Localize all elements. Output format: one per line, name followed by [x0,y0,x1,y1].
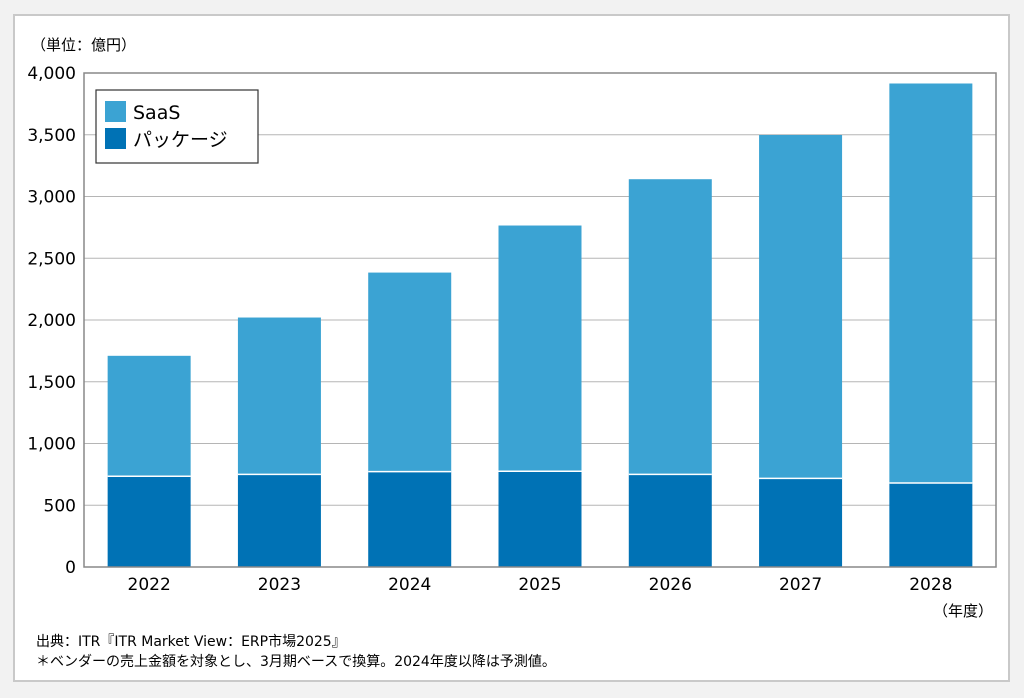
y-axis-unit-label: （単位：億円） [31,36,137,54]
bar-SaaS [889,83,973,484]
y-tick-label: 500 [44,496,76,516]
bar-SaaS [759,134,843,479]
x-tick-label: 2026 [649,575,692,595]
bar-SaaS [107,355,191,477]
bar-SaaS [628,179,712,475]
y-tick-label: 2,000 [27,311,76,331]
x-tick-label: 2022 [128,575,171,595]
bar-パッケージ [889,483,973,567]
bar-パッケージ [237,474,321,567]
y-tick-label: 1,000 [27,435,76,455]
legend-label: SaaS [133,102,180,124]
y-tick-label: 1,500 [27,373,76,393]
y-tick-label: 0 [65,558,76,578]
bar-パッケージ [368,471,452,567]
bar-パッケージ [107,476,191,567]
y-tick-label: 4,000 [27,64,76,84]
y-tick-label: 3,000 [27,188,76,208]
bar-SaaS [498,225,582,472]
plot-border [83,72,997,568]
legend-swatch [105,128,126,149]
legend-box [95,89,259,164]
x-tick-label: 2024 [388,575,431,595]
x-tick-label: 2028 [909,575,952,595]
bar-SaaS [368,272,452,472]
x-tick-label: 2025 [518,575,561,595]
source-note: 出典：ITR『ITR Market View：ERP市場2025』 [36,634,346,650]
legend-swatch [105,101,126,122]
y-tick-label: 2,500 [27,249,76,269]
legend-label: パッケージ [133,129,228,151]
footnote: ＊ベンダーの売上金額を対象とし、3月期ベースで換算。2024年度以降は予測値。 [36,654,556,670]
bar-SaaS [237,317,321,475]
y-tick-label: 3,500 [27,126,76,146]
x-tick-label: 2027 [779,575,822,595]
x-tick-label: 2023 [258,575,301,595]
x-axis-unit-label: （年度） [932,602,993,620]
bar-パッケージ [628,474,712,567]
bar-パッケージ [759,478,843,567]
bar-パッケージ [498,471,582,567]
